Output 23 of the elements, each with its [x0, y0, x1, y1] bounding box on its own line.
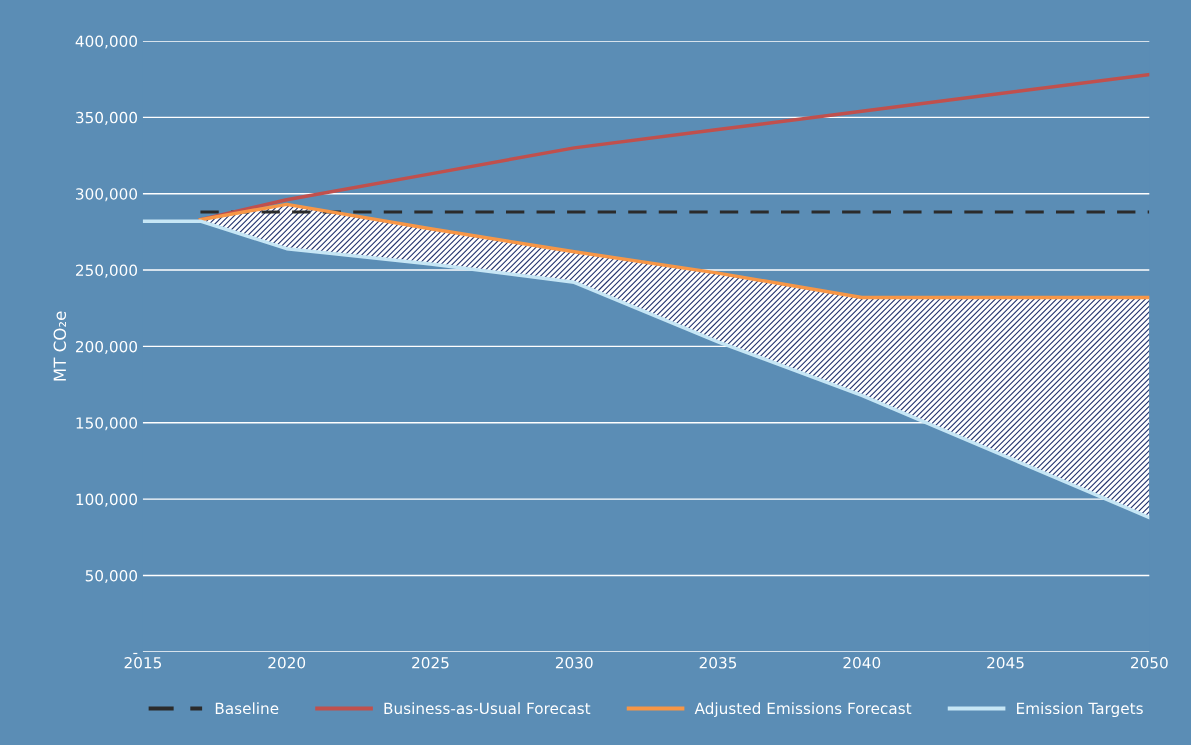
- y-tick-label: 300,000: [76, 188, 138, 202]
- x-tick-label: 2020: [268, 657, 306, 669]
- legend-label: Emission Targets: [1017, 702, 1143, 718]
- y-tick-label: 100,000: [76, 493, 138, 507]
- legend-label: Baseline: [215, 702, 279, 715]
- x-tick-label: 2030: [555, 657, 593, 669]
- x-tick-label: 2035: [699, 657, 737, 669]
- y-tick-label: 400,000: [75, 35, 138, 49]
- y-tick-label: 350,000: [76, 111, 138, 125]
- y-axis-title: MT CO₂e: [53, 311, 67, 381]
- y-tick-label: 250,000: [76, 264, 138, 278]
- line-series: [198, 202, 1150, 300]
- x-tick-label: 2040: [843, 657, 881, 669]
- legend-label: Business-as-Usual Forecast: [384, 702, 591, 715]
- y-tick-label: 150,000: [76, 417, 138, 431]
- y-tick-label: -: [133, 652, 138, 655]
- x-tick-label: 2025: [412, 657, 449, 669]
- x-tick-label: 2050: [1130, 657, 1168, 669]
- legend-label: Adjusted Emissions Forecast: [694, 702, 912, 718]
- y-tick-label: 50,000: [85, 569, 138, 584]
- x-tick-label: 2015: [124, 657, 162, 669]
- y-tick-label: 200,000: [76, 340, 138, 355]
- x-tick-label: 2045: [987, 657, 1024, 669]
